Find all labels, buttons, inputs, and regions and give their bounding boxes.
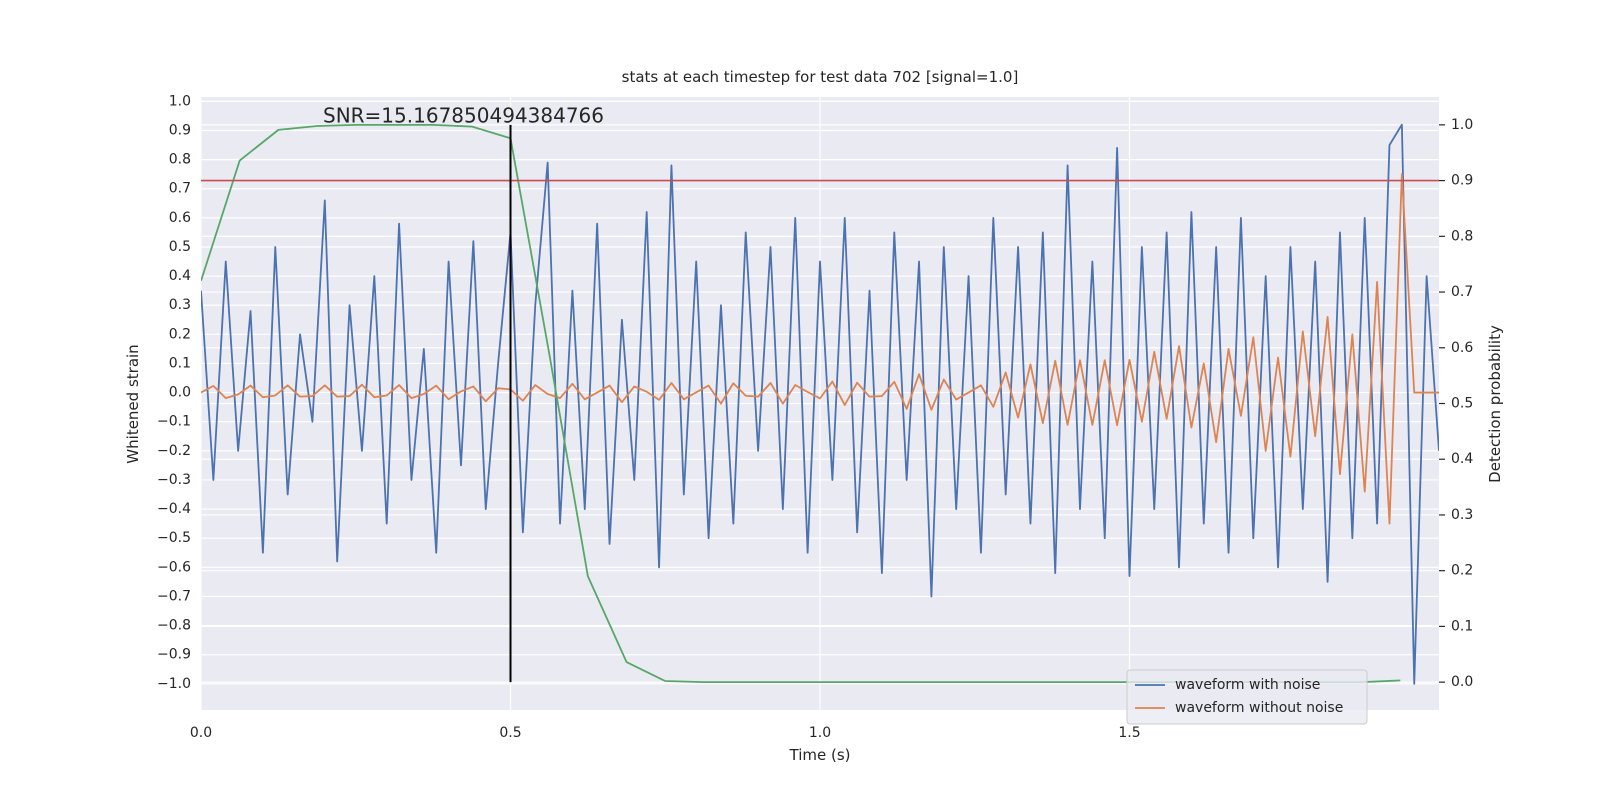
y-tick-label: 0.2	[169, 326, 191, 342]
y-axis-label: Whitened strain	[124, 344, 142, 463]
legend-box	[1126, 669, 1368, 725]
y-tick-label: −0.8	[157, 618, 191, 634]
y2-tick-label: 0.9	[1451, 173, 1473, 189]
y2-tick-label: 0.8	[1451, 228, 1473, 244]
x-tick-label: 1.0	[809, 725, 831, 741]
y-tick-label: 0.7	[169, 181, 191, 197]
chart-title: stats at each timestep for test data 702…	[622, 68, 1019, 86]
y2-tick-label: 0.4	[1451, 451, 1473, 467]
y-tick-label: −1.0	[157, 676, 191, 692]
y2-tick-label: 1.0	[1451, 117, 1473, 133]
y-tick-label: −0.6	[157, 559, 191, 575]
series-line	[201, 173, 1439, 525]
axes: 0.0 0.5 1.0 1.5 −1.0 −0.9 −0.8 −0.7 −0.6 −0.5 −0.4…	[157, 93, 1473, 741]
legend-label: waveform without noise	[1175, 700, 1343, 716]
y-tick-label: −0.5	[157, 530, 191, 546]
x-tick-label: 1.5	[1118, 725, 1140, 741]
y-tick-label: −0.4	[157, 501, 191, 517]
y-tick-label: −0.1	[157, 414, 191, 430]
y2-tick-label: 0.5	[1451, 396, 1473, 412]
y-tick-label: −0.3	[157, 472, 191, 488]
y2-tick-label: 0.1	[1451, 618, 1473, 634]
y-tick-label: 0.6	[169, 210, 191, 226]
y-tick-label: 0.3	[169, 297, 191, 313]
y2-tick-label: 0.6	[1451, 340, 1473, 356]
y-tick-label: −0.9	[157, 647, 191, 663]
y2-axis-label: Detection probability	[1486, 325, 1504, 483]
annotation: SNR=15.167850494384766	[323, 104, 604, 128]
legend: waveform with noise waveform without nois…	[1126, 669, 1368, 725]
y2-tick-label: 0.0	[1451, 674, 1473, 690]
y-tick-label: 0.5	[169, 239, 191, 255]
y-tick-label: 0.0	[169, 385, 191, 401]
y2-tick-label: 0.7	[1451, 284, 1473, 300]
y-tick-label: 1.0	[169, 93, 191, 109]
y-tick-label: 0.1	[169, 355, 191, 371]
y-tick-label: 0.8	[169, 152, 191, 168]
y-tick-label: 0.9	[169, 122, 191, 138]
y2-tick-label: 0.2	[1451, 563, 1473, 579]
y2-tick-label: 0.3	[1451, 507, 1473, 523]
x-tick-label: 0.5	[499, 725, 521, 741]
y-tick-label: −0.2	[157, 443, 191, 459]
y-tick-label: −0.7	[157, 588, 191, 604]
x-axis-label: Time (s)	[789, 746, 851, 764]
x-tick-label: 0.0	[190, 725, 212, 741]
legend-label: waveform with noise	[1175, 677, 1320, 693]
y-tick-label: 0.4	[169, 268, 191, 284]
